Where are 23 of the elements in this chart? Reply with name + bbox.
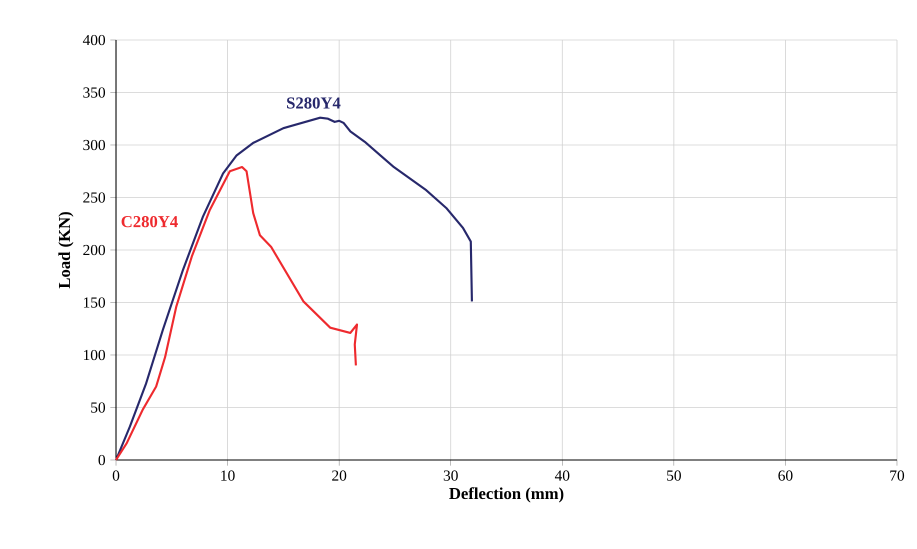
line-series [114,166,358,462]
series-label: S280Y4 [287,97,340,109]
y-tick-label: 300 [83,140,106,150]
x-axis-title: Deflection (mm) [449,487,564,503]
y-tick-label: 50 [91,402,106,413]
x-tick-label: 0 [112,470,120,481]
line-series [114,116,473,462]
x-tick-label: 30 [444,470,458,481]
x-tick-label: 70 [890,470,904,481]
y-tick-label: 400 [82,34,106,46]
x-tick-label: 10 [221,470,235,481]
y-tick-label: 350 [83,87,106,98]
x-tick-label: 50 [667,470,681,481]
x-tick-label: 40 [554,470,570,481]
y-tick-label: 250 [83,192,106,203]
y-tick-label: 0 [98,454,106,466]
y-tick-label: 150 [84,297,106,308]
y-axis-title: Load (KN) [58,212,74,288]
y-tick-label: 200 [83,244,106,256]
x-tick-label: 20 [332,470,346,481]
series-label: C280Y4 [122,216,178,228]
x-tick-label: 60 [778,470,793,481]
y-tick-label: 100 [84,350,106,360]
